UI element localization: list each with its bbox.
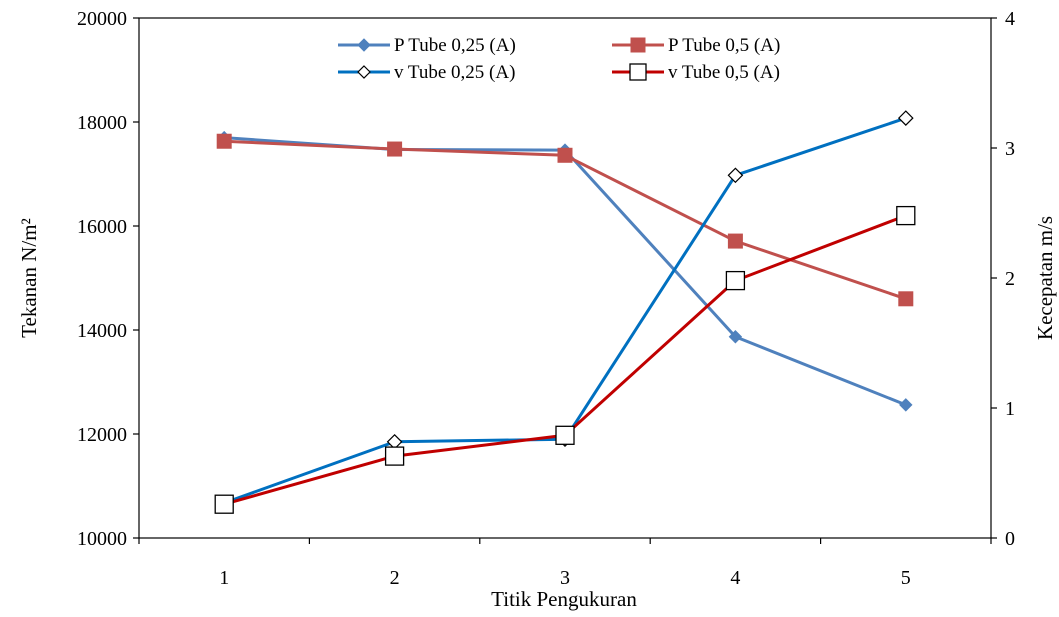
legend-label: v Tube 0,5 (A) [668, 62, 780, 83]
series-layer [214, 110, 916, 514]
y-tick-label: 18000 [77, 112, 127, 134]
series-line [224, 139, 907, 301]
series-1 [217, 130, 913, 412]
y2-tick-label: 4 [1005, 8, 1015, 30]
x-tick-label: 5 [901, 567, 911, 589]
series-line [224, 136, 907, 407]
data-point [727, 233, 743, 249]
data-point [384, 446, 405, 466]
plot-area-frame [138, 17, 992, 539]
data-point [557, 147, 573, 163]
data-point [216, 133, 232, 149]
legend-item: v Tube 0,5 (A) [612, 62, 780, 83]
data-point [727, 167, 744, 184]
y2-tick-label: 0 [1005, 528, 1015, 550]
ticks-layer: 10000 12000 14000 16000 18000 20000 0 1 2 3 4 1 2 3 4 5 [77, 8, 1015, 589]
data-point [725, 270, 746, 291]
legend-marker [357, 65, 371, 79]
y2-axis-title: Kecepatan m/s [1033, 216, 1057, 340]
y2-tick-label: 2 [1005, 268, 1015, 290]
data-point [728, 330, 743, 344]
series-line [223, 214, 907, 506]
data-point [214, 494, 234, 514]
series-3 [216, 110, 914, 511]
x-tick-label: 1 [219, 567, 229, 589]
legend-marker [630, 37, 646, 53]
x-tick-label: 2 [390, 567, 400, 589]
legend-item: P Tube 0,25 (A) [338, 35, 516, 56]
data-point [387, 141, 403, 157]
series-4 [214, 205, 916, 514]
legend-label: P Tube 0,5 (A) [668, 35, 780, 56]
legend-label: P Tube 0,25 (A) [394, 35, 516, 56]
y2-tick-label: 3 [1005, 138, 1015, 160]
legend-marker [629, 63, 647, 81]
series-2 [216, 133, 914, 307]
x-axis-title: Titik Pengukuran [491, 587, 637, 611]
data-point [896, 205, 916, 226]
y-tick-label: 20000 [77, 8, 127, 30]
data-point [898, 291, 914, 307]
data-point [899, 398, 913, 412]
y-tick-label: 14000 [77, 320, 127, 342]
legend-label: v Tube 0,25 (A) [394, 62, 515, 83]
y-tick-label: 12000 [77, 424, 127, 446]
x-tick-label: 4 [730, 567, 740, 589]
data-point [555, 425, 575, 445]
legend-marker [357, 38, 371, 52]
data-point [897, 110, 914, 126]
legend: P Tube 0,25 (A) P Tube 0,5 (A) v Tube 0,25… [338, 35, 780, 83]
x-tick-label: 3 [560, 567, 570, 589]
y-tick-label: 10000 [77, 528, 127, 550]
legend-item: P Tube 0,5 (A) [612, 35, 780, 56]
y-axis-title: Tekanan N/m² [17, 218, 41, 338]
y2-tick-label: 1 [1005, 398, 1015, 420]
legend-item: v Tube 0,25 (A) [338, 62, 515, 83]
y-tick-label: 16000 [77, 216, 127, 238]
